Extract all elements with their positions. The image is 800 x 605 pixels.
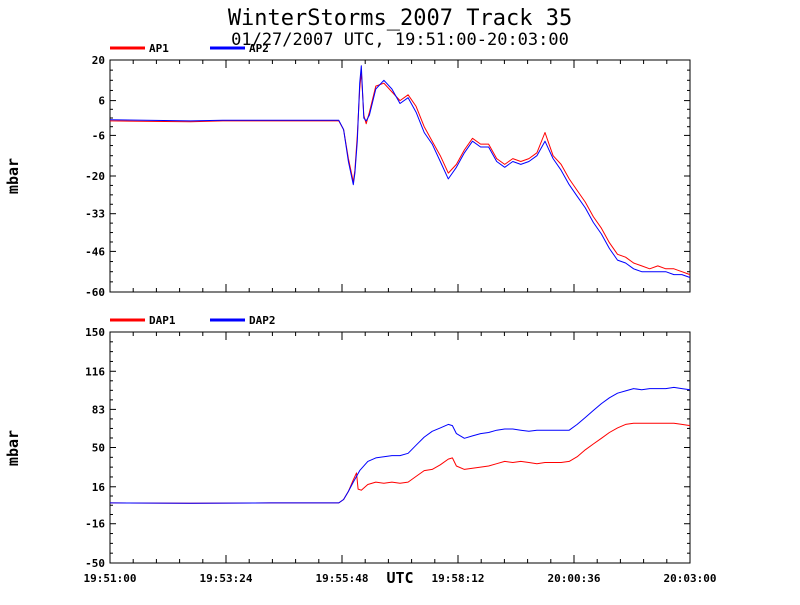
y-tick-label: -46 <box>85 245 105 258</box>
y-tick-label: -6 <box>92 129 106 142</box>
x-tick-labels: 19:51:00 19:53:24 19:55:48 19:58:12 20:00:36… <box>84 572 717 585</box>
bottom-panel: 150 116 83 50 16 -16 -50 mbar DAP1 DAP2 <box>4 314 691 570</box>
series-line-ap1 <box>109 71 691 276</box>
x-tick-label: 20:03:00 <box>664 572 717 585</box>
series-line-ap2 <box>109 65 691 278</box>
x-tick-label: 20:00:36 <box>548 572 601 585</box>
y-axis-label: mbar <box>4 430 22 466</box>
y-tick-label: 6 <box>98 95 105 108</box>
y-tick-label: -50 <box>85 557 105 570</box>
legend-label-ap2: AP2 <box>249 42 269 55</box>
y-tick-label: 150 <box>85 326 105 339</box>
y-tick-label: -20 <box>85 170 105 183</box>
plot-frame <box>109 59 691 293</box>
legend-label-dap2: DAP2 <box>249 314 276 327</box>
series-line-dap2 <box>109 386 691 504</box>
y-tick-label: 50 <box>92 442 105 455</box>
y-axis-label: mbar <box>4 158 22 194</box>
top-panel: 20 6 -6 -20 -33 -46 -60 mbar AP1 AP2 <box>4 42 691 299</box>
chart-title: WinterStorms_2007 Track 35 <box>228 6 572 31</box>
y-tick-label: -16 <box>85 518 105 531</box>
y-tick-label: -60 <box>85 286 105 299</box>
y-tick-label: 16 <box>92 481 106 494</box>
chart-subtitle: 01/27/2007 UTC, 19:51:00-20:03:00 <box>231 30 569 50</box>
legend-label-ap1: AP1 <box>149 42 169 55</box>
x-axis-label: UTC <box>386 569 413 587</box>
series-line-dap1 <box>109 422 691 504</box>
x-tick-label: 19:53:24 <box>200 572 253 585</box>
y-tick-label: 20 <box>92 54 105 67</box>
y-tick-label: -33 <box>85 208 105 221</box>
plot-frame <box>109 331 691 564</box>
x-tick-label: 19:51:00 <box>84 572 137 585</box>
x-tick-label: 19:55:48 <box>316 572 369 585</box>
y-tick-label: 116 <box>85 365 105 378</box>
y-tick-label: 83 <box>92 403 105 416</box>
x-tick-label: 19:58:12 <box>432 572 485 585</box>
legend-label-dap1: DAP1 <box>149 314 176 327</box>
